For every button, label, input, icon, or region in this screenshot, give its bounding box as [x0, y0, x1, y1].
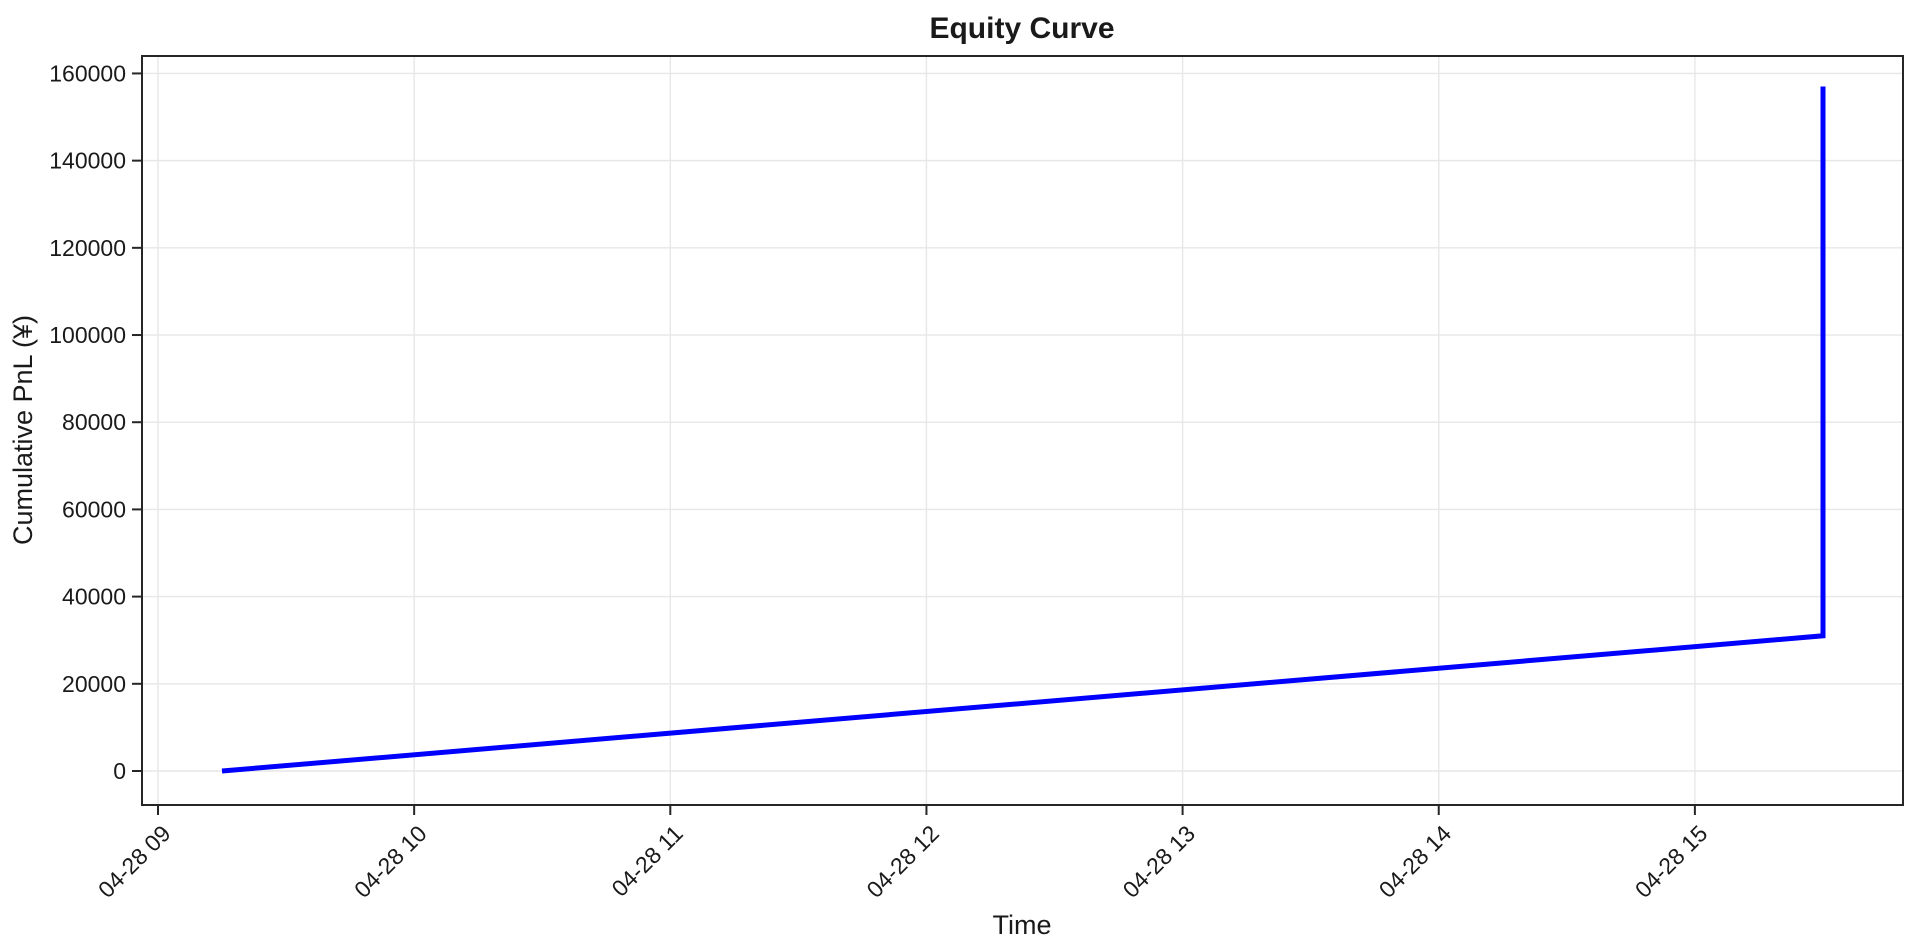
x-axis-label: Time [993, 910, 1052, 940]
plot-border [141, 55, 1904, 806]
y-tick-label: 40000 [62, 584, 126, 610]
tick-labels: 04-28 09 04-28 10 04-28 11 04-28 12 04-28 13… [49, 60, 1712, 902]
x-tick-label: 04-28 09 [93, 820, 176, 903]
chart-title: Equity Curve [929, 12, 1114, 45]
x-tick-label: 04-28 10 [349, 820, 432, 903]
y-tick-label: 20000 [62, 671, 126, 697]
y-axis-label: Cumulative PnL (¥) [8, 315, 38, 545]
y-tick-label: 140000 [49, 148, 126, 174]
x-tick-label: 04-28 14 [1374, 820, 1457, 903]
x-tick-label: 04-28 15 [1630, 820, 1713, 903]
y-tick-label: 160000 [49, 60, 126, 86]
y-tick-label: 80000 [62, 409, 126, 435]
tick-marks [132, 72, 1696, 815]
y-tick-label: 120000 [49, 235, 126, 261]
gridlines [142, 56, 1903, 805]
pnl-line [221, 86, 1826, 774]
y-tick-label: 0 [113, 758, 126, 784]
y-tick-label: 100000 [49, 322, 126, 348]
x-tick-label: 04-28 12 [861, 820, 944, 903]
x-tick-label: 04-28 11 [606, 820, 687, 901]
x-tick-label: 04-28 13 [1118, 820, 1201, 903]
equity-line-series [221, 86, 1826, 774]
y-tick-label: 60000 [62, 496, 126, 522]
